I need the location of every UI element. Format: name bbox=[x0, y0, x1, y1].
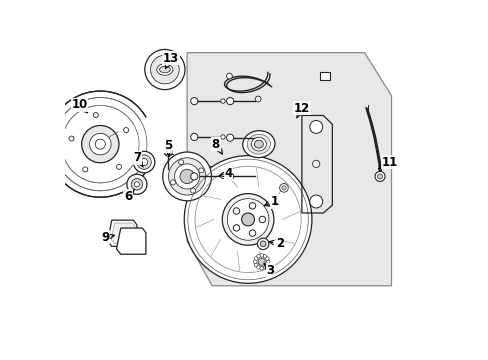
Circle shape bbox=[126, 174, 147, 194]
Ellipse shape bbox=[251, 137, 266, 151]
Circle shape bbox=[93, 113, 98, 118]
FancyBboxPatch shape bbox=[185, 166, 215, 187]
Circle shape bbox=[164, 149, 172, 156]
Circle shape bbox=[309, 195, 322, 208]
Wedge shape bbox=[100, 116, 156, 172]
Circle shape bbox=[257, 238, 268, 249]
Circle shape bbox=[263, 266, 266, 269]
Circle shape bbox=[249, 230, 255, 236]
Ellipse shape bbox=[159, 66, 170, 73]
Text: 13: 13 bbox=[163, 51, 179, 68]
Circle shape bbox=[265, 257, 268, 260]
Circle shape bbox=[233, 225, 239, 231]
Circle shape bbox=[140, 158, 147, 166]
Ellipse shape bbox=[242, 131, 274, 158]
Circle shape bbox=[69, 136, 74, 141]
Circle shape bbox=[266, 260, 269, 264]
Circle shape bbox=[263, 255, 266, 258]
Circle shape bbox=[279, 184, 287, 192]
Text: 1: 1 bbox=[264, 195, 279, 208]
Text: 2: 2 bbox=[269, 237, 284, 250]
Circle shape bbox=[190, 98, 198, 105]
Circle shape bbox=[133, 151, 155, 173]
Circle shape bbox=[226, 173, 233, 180]
Circle shape bbox=[144, 49, 184, 90]
Text: 7: 7 bbox=[133, 151, 143, 167]
Circle shape bbox=[95, 139, 105, 149]
Circle shape bbox=[249, 203, 255, 209]
Circle shape bbox=[123, 127, 128, 132]
Circle shape bbox=[190, 173, 198, 180]
Ellipse shape bbox=[157, 64, 173, 75]
Circle shape bbox=[260, 253, 263, 257]
Circle shape bbox=[254, 263, 257, 267]
Circle shape bbox=[222, 194, 273, 245]
Circle shape bbox=[226, 73, 232, 79]
Polygon shape bbox=[107, 220, 137, 246]
Text: 4: 4 bbox=[219, 167, 232, 180]
Circle shape bbox=[241, 213, 254, 226]
Circle shape bbox=[226, 134, 233, 141]
Circle shape bbox=[256, 266, 260, 269]
Circle shape bbox=[170, 180, 175, 185]
Circle shape bbox=[47, 91, 153, 197]
Circle shape bbox=[253, 260, 257, 264]
Circle shape bbox=[265, 263, 268, 267]
Text: 9: 9 bbox=[101, 231, 114, 244]
Circle shape bbox=[377, 174, 382, 179]
Circle shape bbox=[221, 135, 224, 139]
Text: 6: 6 bbox=[123, 189, 134, 203]
Circle shape bbox=[116, 164, 122, 169]
Polygon shape bbox=[111, 223, 135, 244]
Circle shape bbox=[89, 134, 111, 155]
Circle shape bbox=[199, 168, 203, 173]
Circle shape bbox=[134, 182, 139, 187]
Text: 5: 5 bbox=[163, 139, 171, 156]
Circle shape bbox=[226, 98, 233, 105]
Circle shape bbox=[255, 96, 261, 102]
Circle shape bbox=[184, 156, 311, 283]
Circle shape bbox=[178, 160, 183, 165]
Circle shape bbox=[312, 160, 319, 167]
Circle shape bbox=[180, 169, 194, 184]
Circle shape bbox=[174, 164, 199, 189]
Polygon shape bbox=[116, 228, 145, 254]
Circle shape bbox=[190, 134, 198, 140]
Circle shape bbox=[150, 55, 179, 84]
Text: 8: 8 bbox=[211, 138, 222, 154]
Circle shape bbox=[258, 258, 265, 265]
Circle shape bbox=[131, 179, 142, 190]
Circle shape bbox=[374, 171, 384, 181]
Text: 10: 10 bbox=[71, 98, 87, 113]
Text: 11: 11 bbox=[378, 156, 397, 169]
Circle shape bbox=[260, 241, 265, 247]
Circle shape bbox=[190, 188, 195, 193]
Circle shape bbox=[259, 216, 265, 223]
Circle shape bbox=[254, 257, 257, 260]
Text: 12: 12 bbox=[293, 102, 309, 118]
Circle shape bbox=[82, 167, 88, 172]
Circle shape bbox=[256, 255, 260, 258]
Circle shape bbox=[168, 158, 205, 195]
Circle shape bbox=[255, 255, 267, 268]
Circle shape bbox=[309, 121, 322, 134]
Text: 3: 3 bbox=[263, 263, 274, 277]
Polygon shape bbox=[187, 53, 391, 286]
Circle shape bbox=[233, 208, 239, 214]
Circle shape bbox=[227, 199, 268, 240]
Circle shape bbox=[260, 266, 263, 270]
Ellipse shape bbox=[254, 140, 263, 148]
Circle shape bbox=[137, 155, 151, 169]
Circle shape bbox=[81, 126, 119, 163]
FancyBboxPatch shape bbox=[319, 72, 329, 80]
Ellipse shape bbox=[247, 134, 270, 154]
Circle shape bbox=[221, 99, 224, 103]
Circle shape bbox=[281, 186, 285, 190]
Circle shape bbox=[163, 152, 211, 201]
Circle shape bbox=[221, 174, 224, 179]
